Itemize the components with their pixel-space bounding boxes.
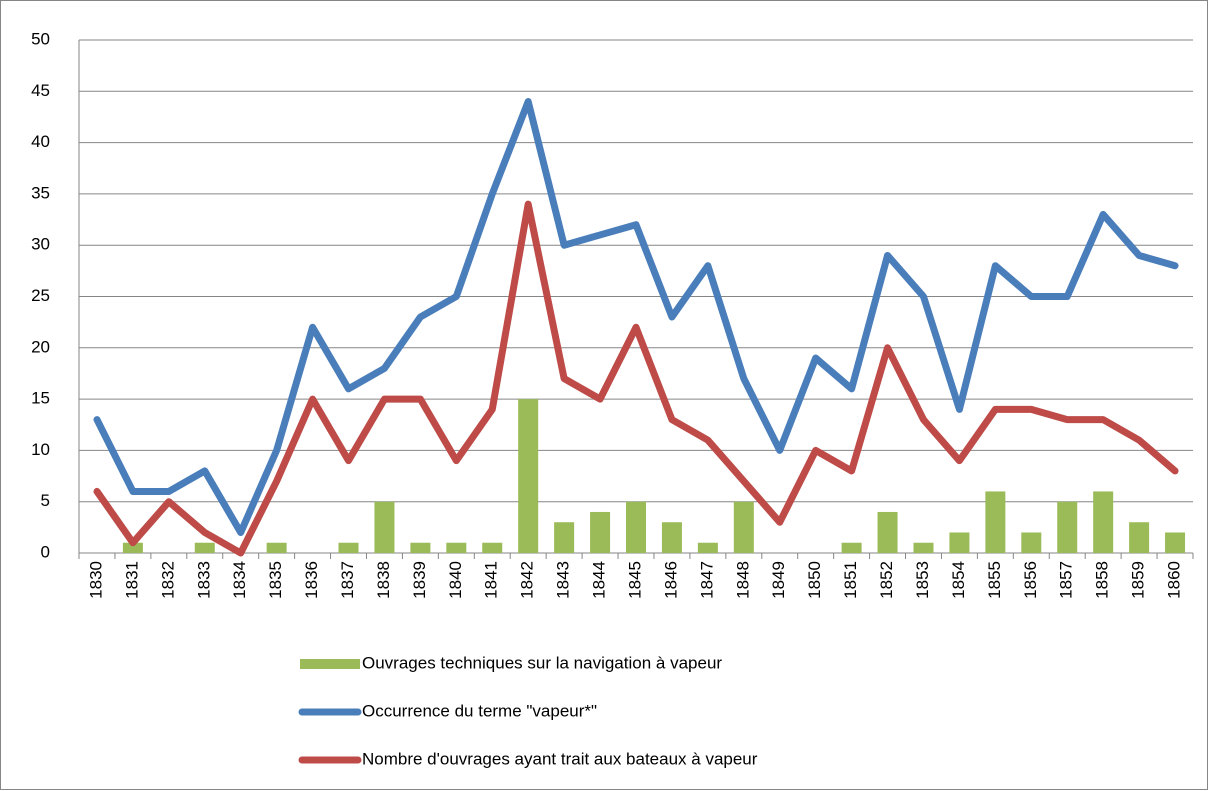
legend-label: Nombre d'ouvrages ayant trait aux bateau… — [362, 749, 758, 768]
bar — [266, 542, 287, 553]
bar — [661, 522, 682, 553]
x-tick-label: 1860 — [1165, 561, 1184, 599]
bar — [374, 501, 395, 553]
y-tick-label: 30 — [31, 235, 50, 254]
x-tick-label: 1837 — [338, 561, 357, 599]
bar — [1021, 532, 1042, 553]
y-tick-label: 20 — [31, 337, 50, 356]
x-tick-label: 1835 — [266, 561, 285, 599]
line — [93, 200, 1179, 557]
bar — [985, 491, 1006, 553]
legend-swatch — [300, 659, 360, 669]
x-tick-label: 1843 — [554, 561, 573, 599]
x-tick-label: 1831 — [122, 561, 141, 599]
x-tick-label: 1839 — [410, 561, 429, 599]
line — [93, 98, 1179, 536]
y-tick-label: 50 — [31, 29, 50, 48]
bar — [913, 542, 934, 553]
y-tick-label: 0 — [41, 542, 50, 561]
bar — [1165, 532, 1186, 553]
bar — [518, 399, 539, 553]
x-tick-label: 1851 — [841, 561, 860, 599]
x-tick-label: 1830 — [86, 561, 105, 599]
x-tick-label: 1855 — [985, 561, 1004, 599]
x-tick-label: 1856 — [1021, 561, 1040, 599]
bar — [626, 501, 646, 553]
x-tick-label: 1846 — [661, 561, 680, 599]
x-tick-label: 1852 — [877, 561, 896, 599]
bar — [1093, 491, 1114, 553]
bar — [554, 522, 575, 553]
y-tick-label: 35 — [31, 183, 50, 202]
x-tick-label: 1834 — [230, 561, 249, 599]
y-tick-label: 45 — [31, 81, 50, 100]
x-tick-label: 1848 — [733, 561, 752, 599]
y-tick-label: 5 — [41, 491, 50, 510]
x-tick-label: 1857 — [1057, 561, 1076, 599]
y-tick-label: 10 — [31, 440, 50, 459]
bar — [122, 542, 143, 553]
x-tick-label: 1845 — [625, 561, 644, 599]
bar — [841, 542, 862, 553]
bar — [949, 532, 970, 553]
legend-label: Ouvrages techniques sur la navigation à … — [362, 653, 722, 672]
x-tick-label: 1833 — [194, 561, 213, 599]
y-tick-label: 25 — [31, 286, 50, 305]
x-tick-label: 1841 — [482, 561, 501, 599]
x-tick-label: 1854 — [949, 561, 968, 599]
bar — [194, 542, 215, 553]
bar — [482, 542, 503, 553]
x-tick-label: 1844 — [590, 561, 609, 599]
x-tick-label: 1847 — [697, 561, 716, 599]
y-tick-label: 40 — [31, 132, 50, 151]
bar — [733, 501, 754, 553]
x-tick-label: 1858 — [1093, 561, 1112, 599]
bar — [410, 542, 431, 553]
x-tick-label: 1849 — [769, 561, 788, 599]
bar — [697, 542, 718, 553]
x-tick-label: 1840 — [446, 561, 465, 599]
legend-label: Occurrence du terme "vapeur*" — [362, 701, 597, 720]
bar — [590, 511, 611, 553]
bar — [1129, 522, 1150, 553]
x-tick-label: 1836 — [302, 561, 321, 599]
x-tick-label: 1853 — [913, 561, 932, 599]
y-tick-label: 15 — [31, 389, 50, 408]
bar — [446, 542, 467, 553]
x-tick-label: 1859 — [1129, 561, 1148, 599]
x-tick-label: 1838 — [374, 561, 393, 599]
x-tick-label: 1832 — [158, 561, 177, 599]
bar — [1057, 501, 1078, 553]
x-tick-label: 1850 — [805, 561, 824, 599]
bar — [877, 511, 898, 553]
bar — [338, 542, 359, 553]
x-tick-label: 1842 — [518, 561, 537, 599]
